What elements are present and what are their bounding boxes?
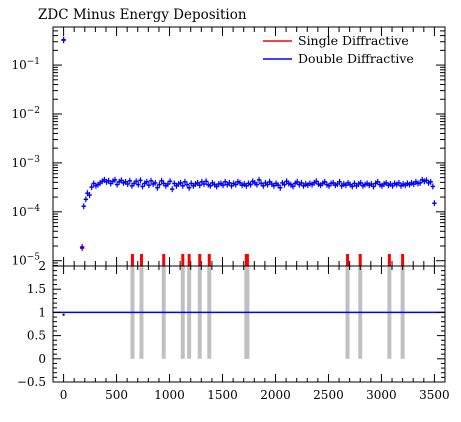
empty-bin-marker bbox=[162, 254, 166, 266]
y-tick-label: 10−3 bbox=[11, 155, 40, 170]
empty-bin-marker bbox=[245, 254, 249, 266]
legend: Single Diffractive Double Diffractive bbox=[263, 33, 414, 66]
empty-bin-marker bbox=[181, 254, 185, 266]
chart-title: ZDC Minus Energy Deposition bbox=[38, 7, 247, 23]
empty-bin-marker bbox=[198, 254, 202, 266]
empty-bin-marker bbox=[387, 254, 391, 266]
x-tick-label: 2500 bbox=[313, 388, 344, 402]
x-tick-label: 1000 bbox=[154, 388, 185, 402]
ratio-panel: −0.5 0 0.5 1 1.5 2 0 500 1000 1500 2000 2500 3000 350… bbox=[17, 259, 450, 402]
y-tick-label: 10−5 bbox=[11, 253, 40, 268]
y-tick-label: 10−2 bbox=[11, 106, 40, 121]
x-tick-label: 2000 bbox=[260, 388, 291, 402]
ratio-y-tick-label: 0 bbox=[38, 352, 46, 366]
ratio-y-tick-label: 1.5 bbox=[27, 282, 46, 296]
empty-bin-marker bbox=[187, 254, 191, 266]
empty-bin-marker bbox=[401, 254, 405, 266]
ratio-point bbox=[62, 313, 65, 316]
y-tick-label: 10−1 bbox=[11, 57, 40, 72]
empty-bin-marker bbox=[346, 254, 350, 266]
legend-label-single-diffractive: Single Diffractive bbox=[298, 33, 409, 48]
empty-bin-marker bbox=[139, 254, 143, 266]
empty-bin-marker bbox=[130, 254, 134, 266]
main-panel: 10−5 10−4 10−3 10−2 10−1 bbox=[11, 26, 446, 268]
x-tick-label: 3500 bbox=[419, 388, 450, 402]
empty-bin-marker bbox=[358, 254, 362, 266]
x-tick-label: 3000 bbox=[366, 388, 397, 402]
ratio-panel-frame bbox=[52, 265, 446, 383]
x-tick-label: 1500 bbox=[207, 388, 238, 402]
x-tick-label: 500 bbox=[105, 388, 128, 402]
ratio-y-tick-label: 2 bbox=[38, 259, 46, 273]
y-tick-label: 10−4 bbox=[11, 204, 40, 219]
ratio-y-tick-label: 1 bbox=[38, 305, 46, 319]
ratio-y-tick-label: −0.5 bbox=[17, 375, 46, 389]
ratio-y-tick-label: 0.5 bbox=[27, 329, 46, 343]
x-tick-label: 0 bbox=[60, 388, 68, 402]
empty-bin-marker bbox=[207, 254, 211, 266]
legend-label-double-diffractive: Double Diffractive bbox=[298, 51, 414, 66]
